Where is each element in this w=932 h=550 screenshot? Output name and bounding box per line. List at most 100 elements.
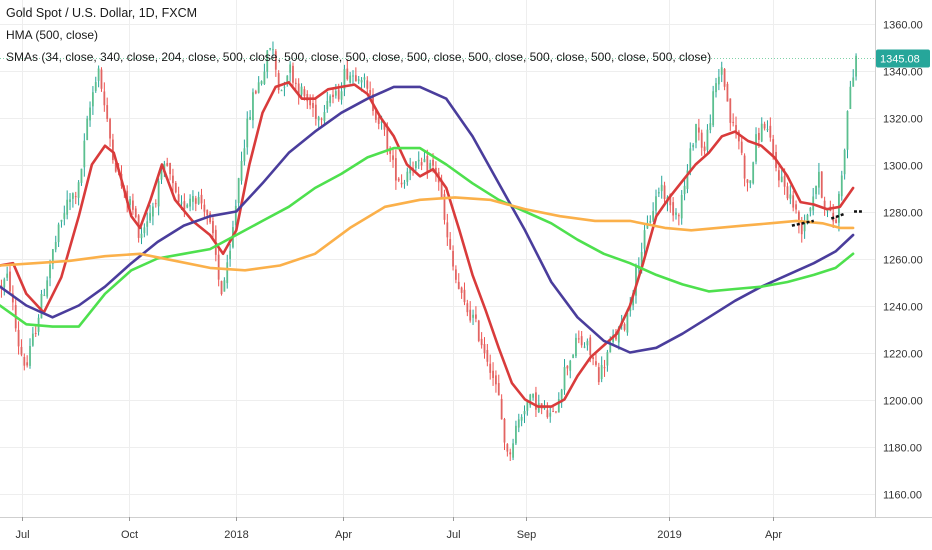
x-tick-label: 2019 [657,529,681,541]
candle [549,406,552,423]
candle-body [246,118,249,148]
candle [697,118,700,141]
candle-body [820,171,823,198]
candle-body [686,170,689,189]
candle-body [818,171,820,188]
candle [286,75,289,87]
candle [366,76,369,93]
candle [717,69,720,91]
candle [818,162,820,195]
last-price-tag-bg [876,49,930,68]
candle [509,448,512,462]
candle-body [475,314,477,319]
candle-body [160,170,163,180]
candle [489,354,492,380]
candle-body [503,418,506,443]
candle-body [186,204,189,208]
candle-body [286,75,289,85]
candle [732,113,735,127]
candle [840,170,843,201]
y-axis[interactable]: 1160.00 1180.00 1200.00 1220.00 1240.00 1260.… [883,20,923,502]
candle [329,94,332,107]
candle [580,331,583,348]
candle-body [569,360,572,371]
candle [34,326,37,337]
candle-body [586,340,589,346]
candle [11,285,14,311]
candle [763,121,766,131]
candle-body [97,68,100,81]
candle-body [460,287,463,293]
last-price-tag: 1345.08 [876,49,930,68]
candle [815,185,817,200]
candle [443,189,446,225]
candle [274,49,277,77]
x-axis[interactable]: Jul Oct 2018 Apr Jul Sep 2019 Apr [15,517,782,541]
candle-body [206,209,209,216]
candle-body [606,352,609,366]
plot-area[interactable] [0,41,875,462]
candle [194,195,197,212]
candle [9,266,11,294]
candle-body [112,139,114,161]
candle [254,89,257,95]
candle [240,151,243,185]
candle [712,85,715,128]
candle-body [240,160,243,181]
candle [543,400,546,410]
candle [703,141,706,155]
candle-body [54,242,57,250]
candle [826,209,829,218]
candle-body [360,80,363,83]
candle [157,178,160,216]
candle [417,151,420,169]
candle-body [226,262,229,284]
candle [532,393,534,401]
candle [529,393,532,408]
candle-body [432,159,434,166]
candle-body [337,89,340,100]
smas-legend[interactable]: SMAs (34, close, 340, close, 204, close,… [6,50,712,64]
candle [743,153,746,187]
hma-legend[interactable]: HMA (500, close) [6,28,99,42]
candle [735,116,737,139]
candle [294,78,297,90]
candle [83,133,86,177]
candle-body [786,186,789,199]
candle [495,370,497,393]
candle-body [846,111,849,150]
candle [332,87,334,104]
candle [292,62,294,89]
candle-body [689,148,692,172]
line-sma-500 [0,196,855,272]
candle [855,53,857,81]
candle-body [409,166,412,174]
candle-body [526,401,529,411]
candle-body [194,198,197,204]
candle-body [500,398,503,420]
candle-body [529,394,532,406]
candle [766,120,769,133]
candle [212,217,214,238]
candle [469,301,472,323]
candle-body [340,91,343,100]
candle-body [292,65,294,83]
candle-body [575,337,577,357]
candle [169,162,171,181]
candle [220,280,223,296]
candle [272,41,274,57]
candle [263,63,266,85]
candle-body [9,271,11,292]
candle-body [655,196,657,211]
candle [512,438,514,461]
chart-title[interactable]: Gold Spot / U.S. Dollar, 1D, FXCM [6,6,198,20]
candle-body [798,211,800,226]
candle-body [455,269,457,280]
candle [823,196,826,216]
candle-body [729,98,732,123]
candle-body [34,332,37,334]
candle-body [789,194,792,199]
candle [297,78,300,105]
candle-body [463,289,466,303]
candle-body [369,90,372,95]
